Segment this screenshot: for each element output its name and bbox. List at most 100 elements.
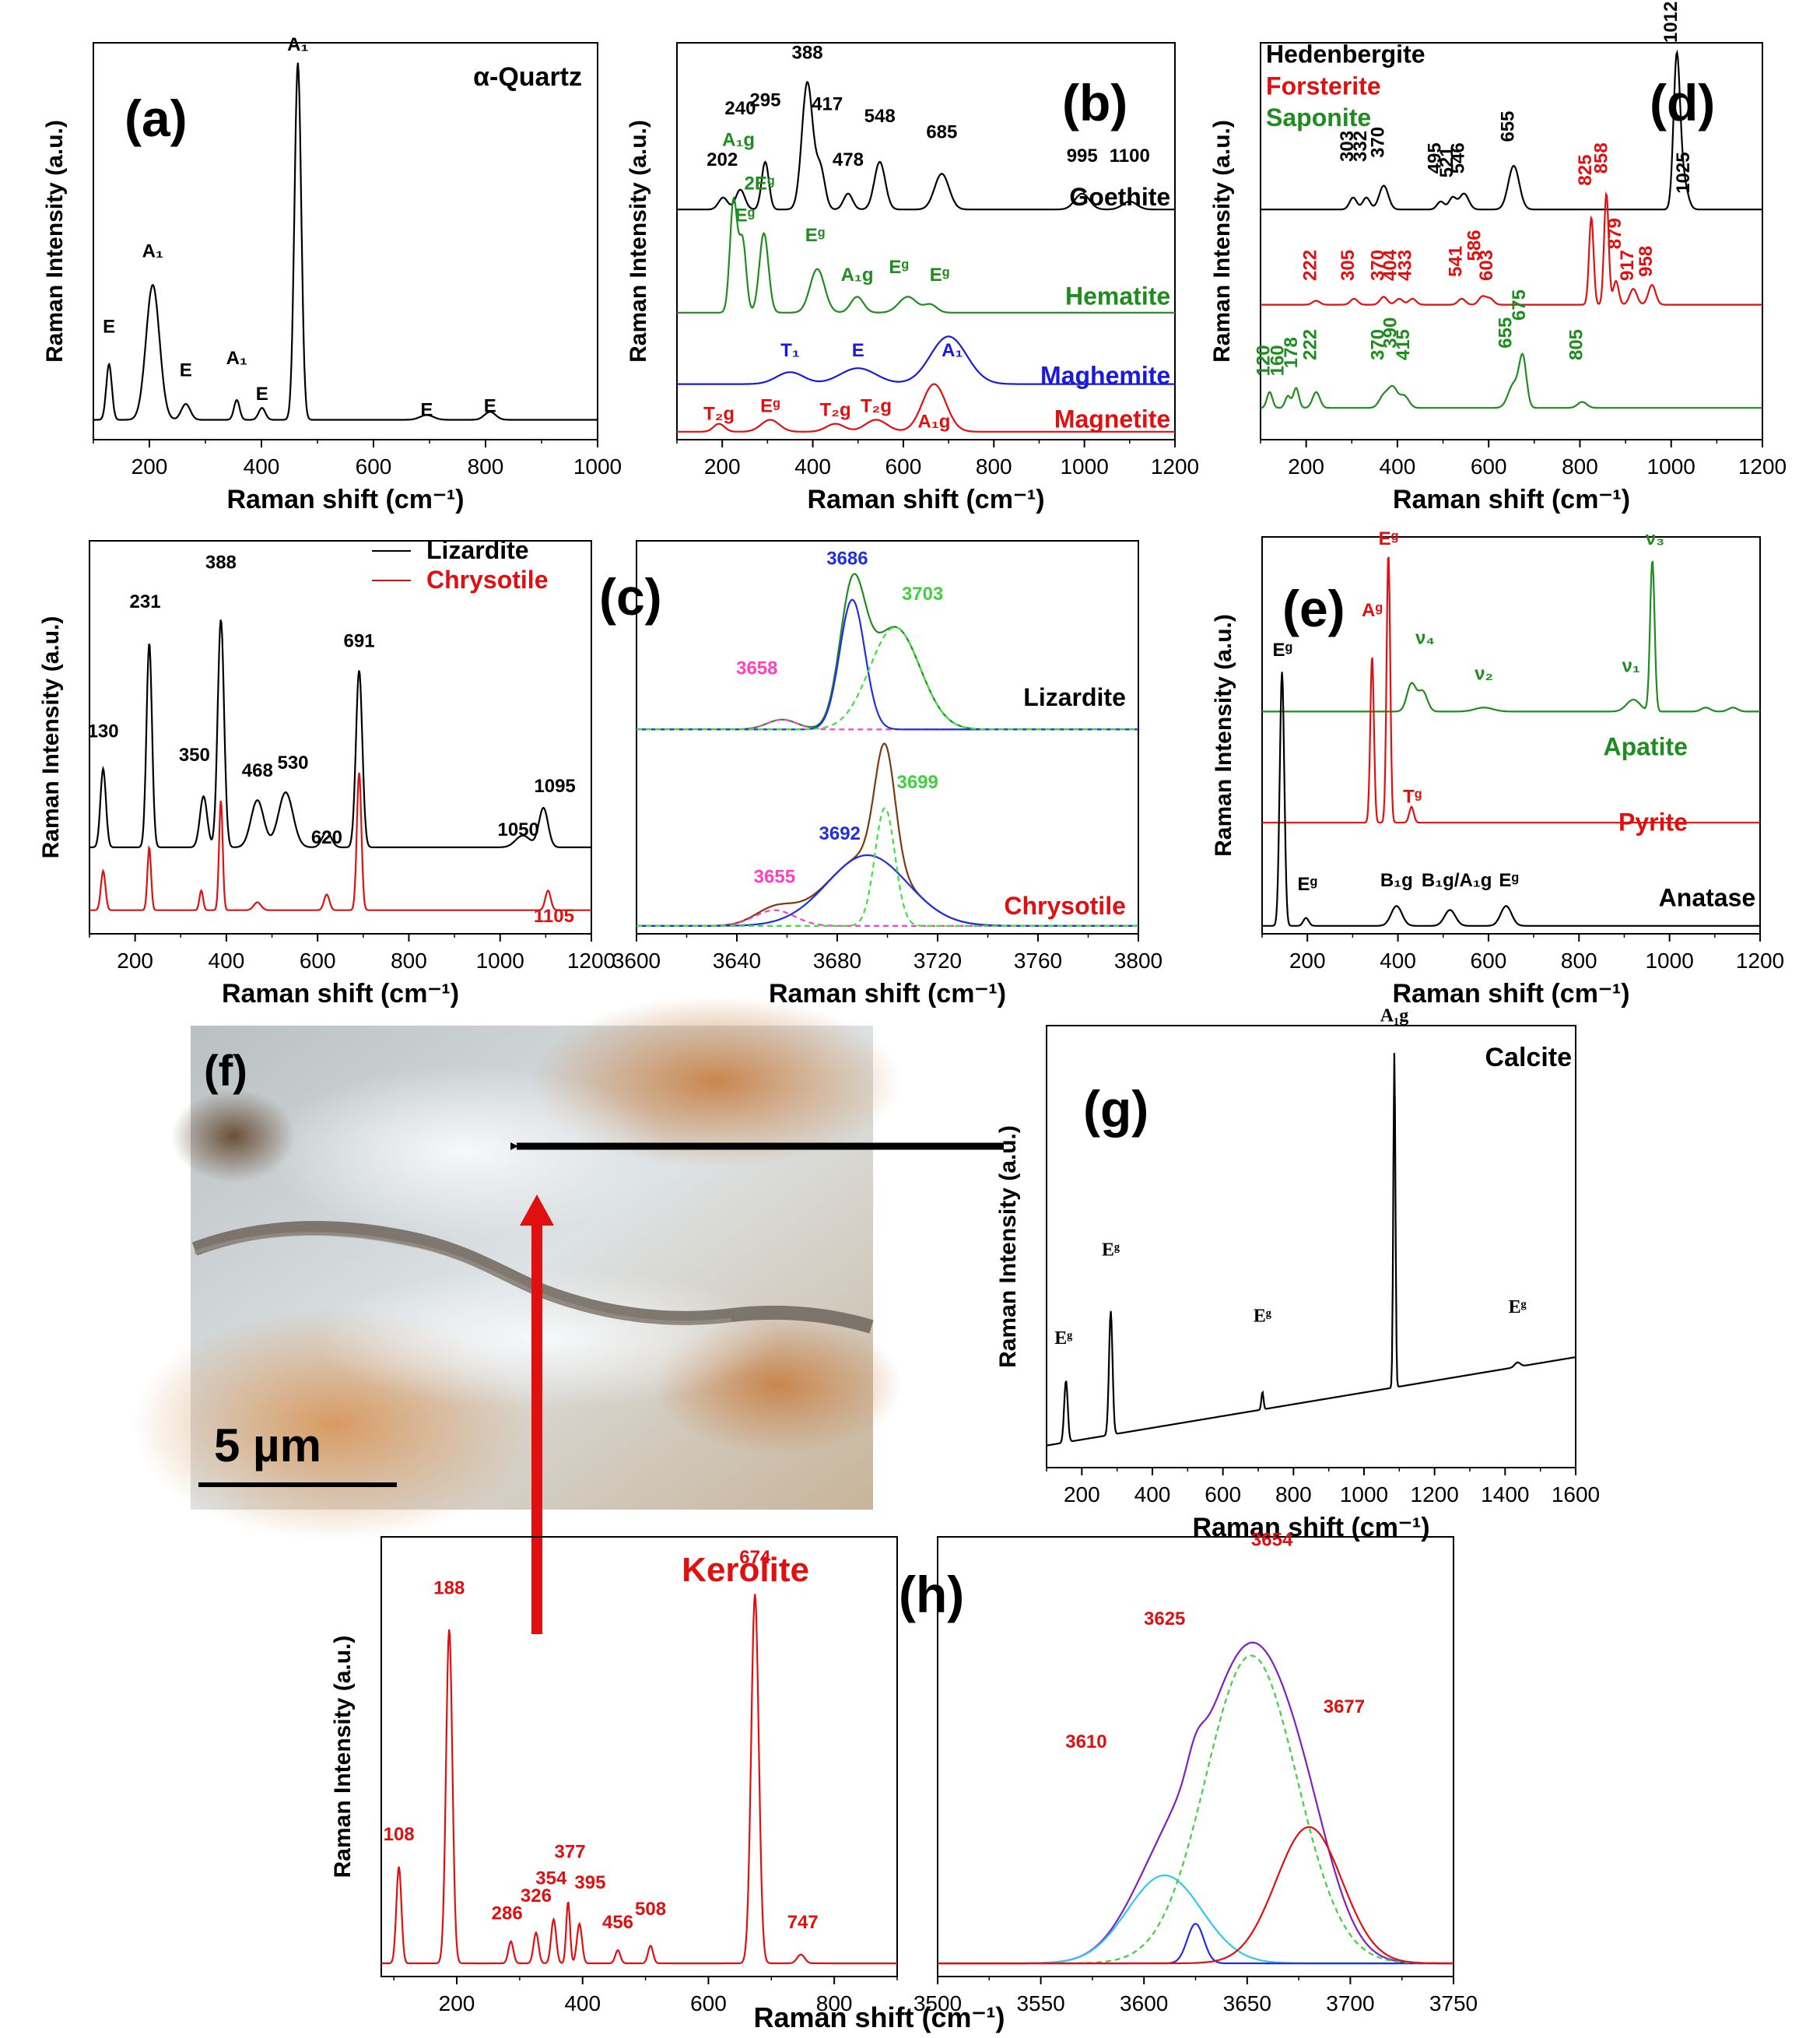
peak-label: 1105 bbox=[534, 906, 574, 927]
x-tick-label: 3640 bbox=[713, 949, 761, 973]
plot-frame bbox=[676, 42, 1176, 440]
micrograph-panel: (f) 5 µm bbox=[132, 996, 903, 1541]
peak-label: 3686 bbox=[826, 548, 868, 569]
peak-label: E bbox=[103, 316, 115, 337]
peak-label: 415 bbox=[1393, 329, 1414, 360]
chart-panel-b: 200 400 600 800 1000 1200 Raman shift (cm⁻¹) Ra… bbox=[626, 42, 1199, 514]
peak-label: A₁ bbox=[142, 240, 163, 261]
peak-label: ν₂ bbox=[1475, 664, 1493, 685]
peak-label: 685 bbox=[926, 121, 957, 142]
peak-label: 468 bbox=[242, 760, 273, 781]
peak-label: 388 bbox=[792, 42, 823, 63]
chart-panel-d: 200 400 600 800 1000 1200 Raman shift (cm⁻¹) Ra… bbox=[1209, 2, 1787, 514]
micrograph-fibre bbox=[191, 1221, 874, 1334]
x-tick-label: 1000 bbox=[1645, 949, 1693, 973]
series-line-kerolite-3625 bbox=[938, 1923, 1454, 1965]
y-axis-label: Raman Intensity (a.u.) bbox=[42, 120, 68, 363]
peak-label: Eᵍ bbox=[930, 265, 949, 286]
x-tick-label: 200 bbox=[1064, 1482, 1100, 1507]
x-tick-label: 200 bbox=[1288, 454, 1324, 479]
y-axis-label: Raman Intensity (a.u.) bbox=[1209, 120, 1235, 363]
series-line-kerolite-3610 bbox=[938, 1875, 1454, 1965]
peak-label: 478 bbox=[833, 149, 864, 170]
peak-label: 747 bbox=[787, 1912, 819, 1933]
x-tick-label: 400 bbox=[209, 949, 245, 973]
x-tick-label: 1200 bbox=[1151, 454, 1199, 479]
legend-entry: Saponite bbox=[1266, 103, 1371, 132]
series-line-lizardite-3658 bbox=[636, 718, 1138, 731]
peak-label: 370 bbox=[1367, 250, 1388, 281]
x-axis-label: Raman shift (cm⁻¹) bbox=[753, 2001, 1005, 2033]
x-axis-label: Raman shift (cm⁻¹) bbox=[1393, 485, 1630, 514]
peak-label: Tᵍ bbox=[1403, 787, 1422, 808]
x-tick-label: 200 bbox=[704, 454, 741, 479]
peak-label: 188 bbox=[433, 1577, 465, 1598]
peak-label: 655 bbox=[1497, 110, 1518, 142]
peak-label: Eᵍ bbox=[1272, 640, 1292, 661]
arrow-kerolite-head bbox=[520, 1194, 554, 1226]
x-tick-label: 800 bbox=[816, 1991, 853, 2015]
peak-label: 1050 bbox=[497, 819, 538, 840]
peak-label: 548 bbox=[864, 106, 896, 127]
series-label: Lizardite bbox=[1023, 683, 1126, 711]
peak-label: 433 bbox=[1395, 250, 1416, 281]
peak-label: Eᵍ bbox=[1509, 1297, 1527, 1317]
peak-label: A₁ bbox=[287, 34, 308, 55]
x-tick-label: 3800 bbox=[1114, 949, 1162, 973]
series-label: Goethite bbox=[1069, 183, 1170, 211]
peak-label: 417 bbox=[812, 94, 843, 115]
panel-label: (d) bbox=[1650, 74, 1715, 132]
peak-label: 108 bbox=[384, 1824, 415, 1845]
panel-label: (c) bbox=[599, 568, 662, 626]
series-line-saponite bbox=[1260, 353, 1762, 409]
y-axis-label: Raman Intensity (a.u.) bbox=[995, 1125, 1021, 1368]
series-line-lizardite-3703 bbox=[636, 626, 1138, 731]
panel-label: (b) bbox=[1062, 74, 1127, 132]
x-tick-label: 1600 bbox=[1552, 1482, 1600, 1507]
x-tick-label: 3500 bbox=[914, 1991, 962, 2015]
peak-label: 995 bbox=[1067, 146, 1098, 167]
peak-label: 3677 bbox=[1324, 1696, 1365, 1717]
series-label: Apatite bbox=[1603, 733, 1687, 761]
peak-label: 3610 bbox=[1065, 1731, 1106, 1752]
y-axis-label: Raman Intensity (a.u.) bbox=[38, 616, 64, 859]
peak-label: 546 bbox=[1448, 142, 1469, 174]
legend-entry: Chrysotile bbox=[426, 566, 548, 594]
peak-label: 3654 bbox=[1251, 1529, 1293, 1550]
peak-label: ν₁ bbox=[1622, 655, 1640, 676]
series-line-maghemite bbox=[677, 335, 1175, 385]
peak-label: 530 bbox=[277, 752, 308, 773]
x-tick-label: 3600 bbox=[1120, 1991, 1168, 2015]
peak-label: 495 bbox=[1425, 142, 1446, 174]
legend-entry: Hedenbergite bbox=[1266, 40, 1425, 68]
series-line-kerolite bbox=[381, 1594, 897, 1965]
peak-label: E bbox=[180, 360, 192, 381]
peak-label: A₁ bbox=[226, 348, 247, 369]
peak-label: 303 bbox=[1337, 131, 1358, 162]
peak-label: ν₄ bbox=[1415, 628, 1435, 649]
peak-label: 350 bbox=[179, 745, 210, 766]
plot-frame bbox=[380, 1536, 898, 1977]
peak-label: Eᵍ bbox=[1102, 1240, 1120, 1260]
series-line-lizardite bbox=[89, 619, 591, 848]
peak-label: 3699 bbox=[897, 772, 938, 793]
series-line-kerolite-3654 bbox=[938, 1654, 1454, 1965]
series-line-forsterite bbox=[1261, 191, 1762, 306]
peak-label: 879 bbox=[1604, 218, 1625, 249]
chart-panel-a: 200 400 600 800 1000 Raman shift (cm⁻¹) Raman … bbox=[42, 34, 622, 514]
x-axis-label: Raman shift (cm⁻¹) bbox=[769, 979, 1006, 1008]
x-tick-label: 3680 bbox=[813, 949, 861, 973]
x-tick-label: 600 bbox=[356, 454, 392, 479]
x-tick-label: 1000 bbox=[1060, 454, 1108, 479]
chart-title: α-Quartz bbox=[473, 62, 582, 92]
peak-label: 222 bbox=[1300, 250, 1321, 281]
peak-label: E bbox=[420, 399, 433, 420]
x-tick-label: 600 bbox=[1205, 1482, 1241, 1507]
series-label: Hematite bbox=[1065, 282, 1170, 310]
peak-label: 130 bbox=[88, 721, 119, 742]
chart-panel-h-right: 3500 3550 3600 3650 3700 3750 3654 3625 3677 3610… bbox=[899, 1529, 1478, 2015]
x-tick-label: 3760 bbox=[1014, 949, 1062, 973]
micrograph-fibre-highlight bbox=[194, 1232, 732, 1325]
x-tick-label: 800 bbox=[976, 454, 1012, 479]
x-axis-label: Raman shift (cm⁻¹) bbox=[222, 979, 459, 1008]
